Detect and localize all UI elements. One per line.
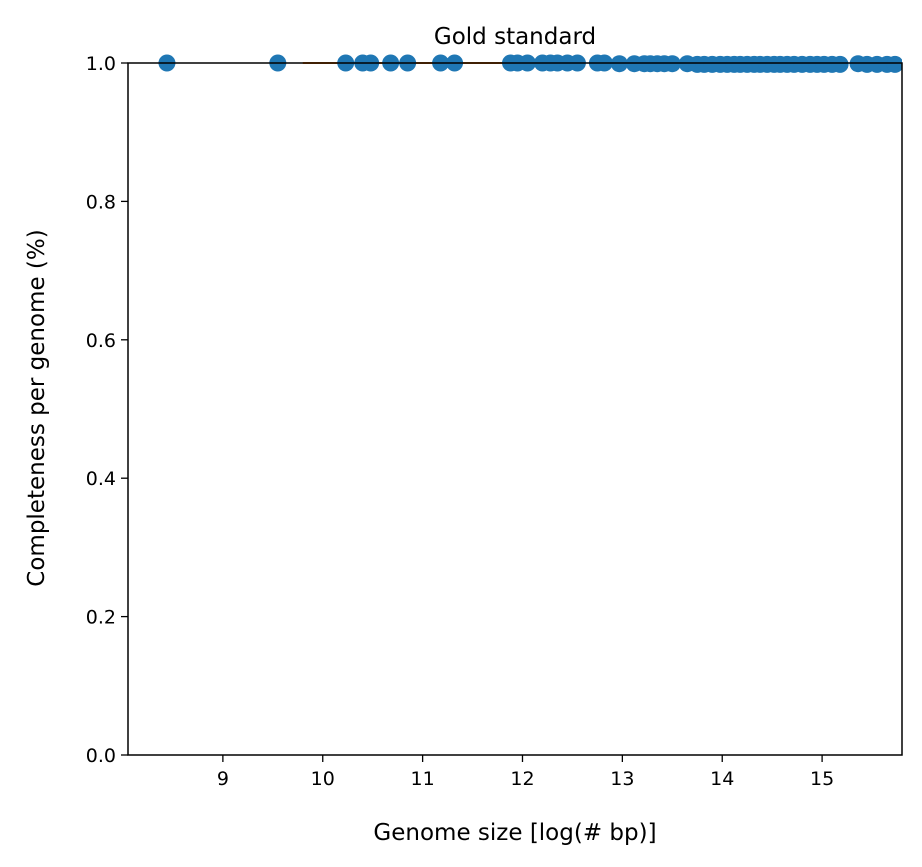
- y-tick-label: 0.6: [86, 330, 116, 352]
- y-tick-label: 0.2: [86, 607, 116, 629]
- x-tick-label: 14: [710, 768, 734, 790]
- y-axis-label: Completeness per genome (%): [24, 229, 50, 586]
- x-tick-label: 13: [610, 768, 634, 790]
- axes-frame: [127, 62, 903, 756]
- chart-title: Gold standard: [434, 24, 596, 50]
- y-tick-label: 0.0: [86, 745, 116, 767]
- x-tick-label: 9: [217, 768, 229, 790]
- x-tick-label: 15: [810, 768, 834, 790]
- x-axis-label: Genome size [log(# bp)]: [373, 820, 656, 846]
- y-tick-label: 0.4: [86, 468, 116, 490]
- x-tick-label: 11: [411, 768, 435, 790]
- y-tick-label: 1.0: [86, 53, 116, 75]
- data-point: [831, 55, 849, 73]
- y-tick-label: 0.8: [86, 191, 116, 213]
- x-tick-label: 10: [311, 768, 335, 790]
- x-tick-label: 12: [510, 768, 534, 790]
- axes: 9 10 11 12 13 14 15 0.0 0.2 0.4 0.6 0.8 1.0: [86, 53, 903, 790]
- data-point: [886, 55, 902, 73]
